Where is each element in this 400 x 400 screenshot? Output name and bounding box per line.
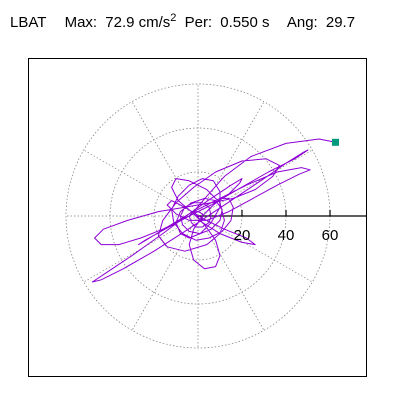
plot-frame [28,58,367,377]
period-label: Per: [184,14,213,31]
period-value: 0.550 s [220,14,270,31]
grid-spoke [197,215,313,283]
radial-tick-label: 20 [234,227,251,244]
grid-spoke [131,215,199,331]
orbit-layer [91,138,339,283]
radial-tick-labels: 20 40 60 [234,227,339,244]
radial-axis [198,210,366,217]
angle-label: Ang: [286,14,318,31]
max-value: 72.9 cm/s2 [105,12,177,31]
grid-spoke [197,101,265,217]
grid-spoke [197,215,265,331]
max-exponent: 2 [170,12,177,24]
max-label: Max: [64,14,98,31]
orbit-plot: 20 40 60 [28,58,367,377]
grid-spoke [83,149,199,217]
max-value-text: 72.9 cm/s [105,14,171,31]
radial-tick-label: 40 [278,227,295,244]
grid-spoke [83,215,199,283]
grid-spoke [131,101,199,217]
grid-spoke [197,149,313,217]
angle-value: 29.7 [325,14,356,31]
radial-tick-label: 60 [322,227,339,244]
station-name: LBAT [10,14,47,31]
chart-header: LBAT Max: 72.9 cm/s2 Per: 0.550 s Ang: 2… [10,12,369,36]
orbit-trace [91,138,336,283]
orbit-end-marker [332,138,339,146]
